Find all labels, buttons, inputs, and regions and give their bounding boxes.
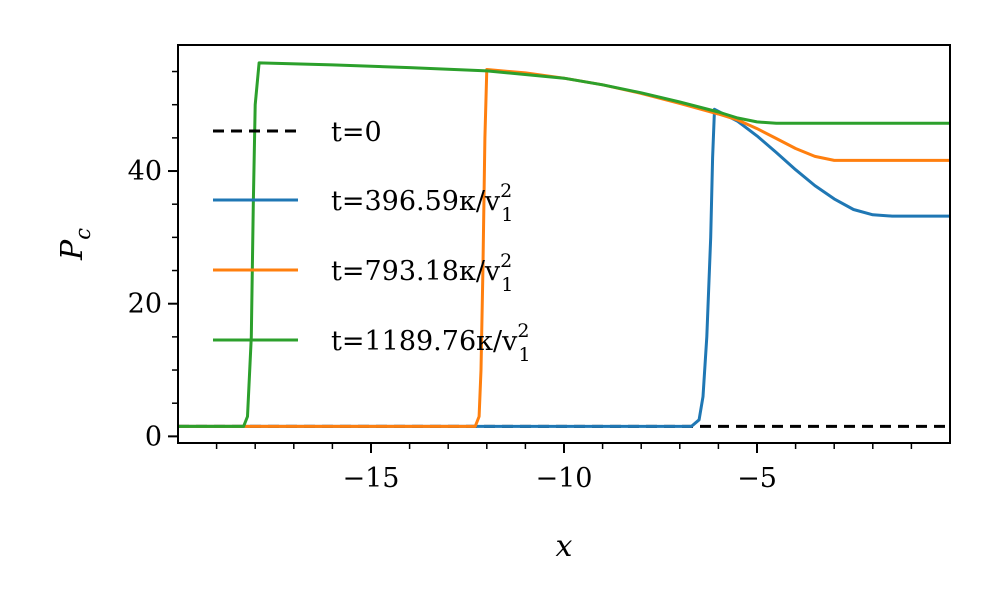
series-layer <box>178 61 950 428</box>
legend: t=0 t=396.59κ/v2 1 t=793.18κ/v2 1 t=1189.76κ/… <box>213 117 531 366</box>
series-line-1 <box>178 107 950 428</box>
legend-label-2: t=793.18κ/v2 1 <box>331 250 513 296</box>
x-tick-label-2: −5 <box>737 463 777 494</box>
tick-layer: −15 −10 −5 0 20 40 <box>128 70 913 494</box>
y-axis-title-sub: c <box>71 228 95 240</box>
y-axis-title: Pc <box>55 228 95 261</box>
series-line-3 <box>178 61 950 428</box>
legend-label-1: t=396.59κ/v2 1 <box>331 180 513 226</box>
y-axis-title-main: P <box>55 239 90 261</box>
legend-label-0: t=0 <box>331 117 382 148</box>
y-tick-label-2: 40 <box>128 156 162 187</box>
y-tick-label-1: 20 <box>128 289 162 320</box>
y-tick-label-0: 0 <box>145 421 162 452</box>
legend-label-3: t=1189.76κ/v2 1 <box>331 320 531 366</box>
x-axis-title: x <box>556 529 573 564</box>
x-tick-label-0: −15 <box>343 463 400 494</box>
svg-text:Pc: Pc <box>55 228 95 261</box>
x-tick-label-1: −10 <box>536 463 593 494</box>
